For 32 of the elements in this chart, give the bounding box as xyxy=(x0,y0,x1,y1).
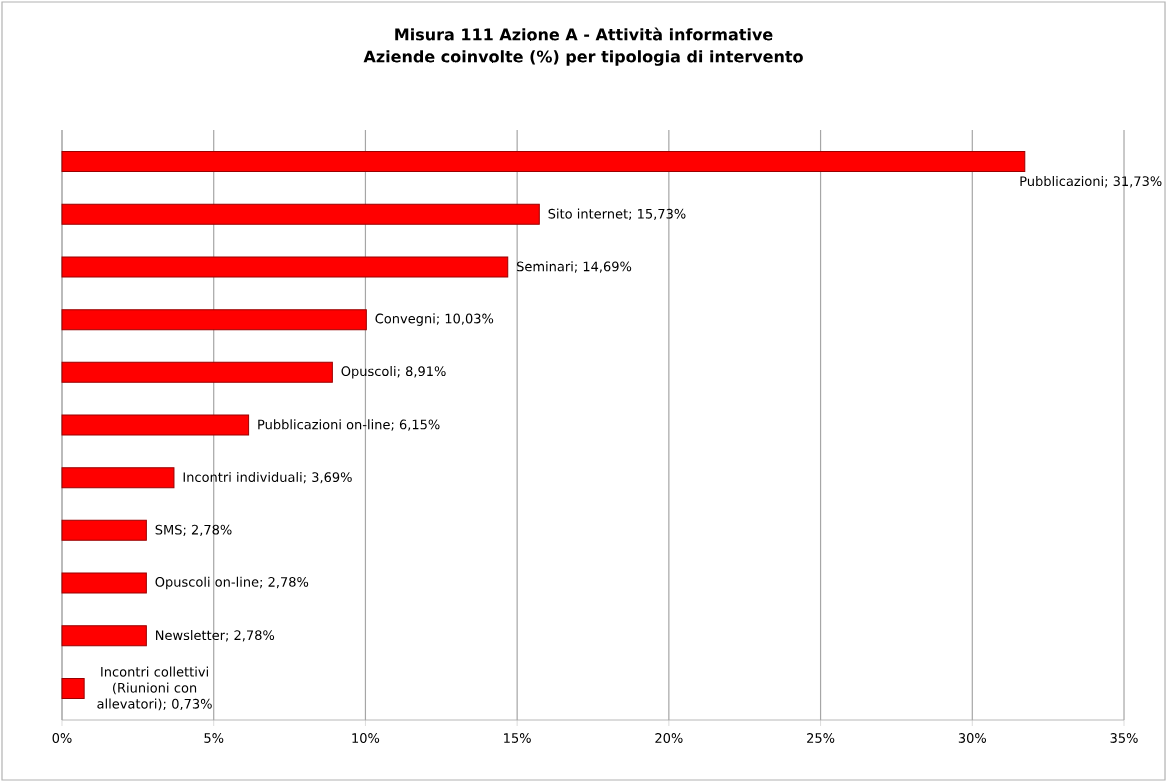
x-tick-label: 15% xyxy=(504,733,531,743)
bar xyxy=(61,519,147,541)
bar xyxy=(61,572,147,594)
data-label: Opuscoli; 8,91% xyxy=(341,366,446,379)
data-label: Convegni; 10,03% xyxy=(375,313,494,326)
x-tick-label: 5% xyxy=(204,733,224,743)
bar xyxy=(61,414,250,436)
chart-subtitle: Aziende coinvolte (%) per tipologia di intervento xyxy=(363,50,803,66)
bar xyxy=(61,467,175,489)
data-label: Pubblicazioni; 31,73% xyxy=(1020,176,1162,188)
x-tick-label: 10% xyxy=(352,733,380,743)
data-label: Pubblicazioni on-line; 6,15% xyxy=(258,419,440,431)
data-label: Newsletter; 2,78% xyxy=(156,630,275,642)
bar xyxy=(61,151,1026,173)
data-label: Seminari; 14,69% xyxy=(516,261,632,273)
data-label: Incontri collettivi (Riunioni con allevatori); 0,73% xyxy=(97,666,212,711)
bar xyxy=(61,677,85,699)
bar xyxy=(61,309,367,331)
data-label: Incontri individuali; 3,69% xyxy=(183,471,352,484)
data-label: Sito internet; 15,73% xyxy=(548,208,686,220)
x-tick-label: 20% xyxy=(655,733,683,743)
data-label: SMS; 2,78% xyxy=(155,524,232,536)
x-tick-label: 30% xyxy=(958,733,987,743)
bar xyxy=(61,256,509,278)
x-tick-label: 25% xyxy=(807,733,835,743)
bar xyxy=(61,625,147,647)
bar xyxy=(61,361,333,383)
chart-title: Misura 111 Azione A - Attività informative xyxy=(395,27,773,41)
x-tick-label: 35% xyxy=(1110,733,1138,743)
bar xyxy=(61,203,540,225)
data-label: Opuscoli on-line; 2,78% xyxy=(155,576,309,590)
x-tick-label: 0% xyxy=(52,733,72,743)
